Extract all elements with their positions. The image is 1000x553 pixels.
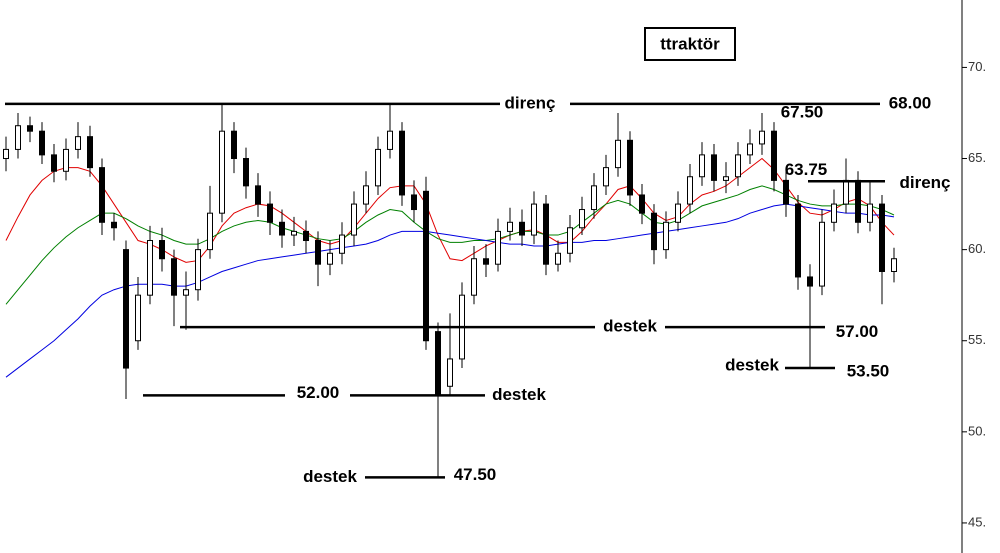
candle-body xyxy=(363,185,369,205)
candle-body xyxy=(531,203,537,236)
candle-body xyxy=(819,221,825,287)
y-tick-label: 45. xyxy=(968,514,986,529)
candle-body xyxy=(267,203,273,223)
candle-body xyxy=(135,294,141,342)
candle-body xyxy=(627,139,633,196)
candle-body xyxy=(579,209,585,229)
candle-body xyxy=(111,221,117,229)
candle-body xyxy=(543,203,549,265)
candle-body xyxy=(303,230,309,242)
candle-body xyxy=(891,258,897,272)
candle-body xyxy=(87,136,93,169)
candle-body xyxy=(183,289,189,296)
candle-body xyxy=(711,154,717,181)
candle-body xyxy=(699,154,705,178)
level-text: destek xyxy=(603,317,657,336)
level-text: destek xyxy=(303,467,357,486)
level-value: 68.00 xyxy=(889,93,932,112)
candle-body xyxy=(207,212,213,251)
candle-body xyxy=(51,154,57,172)
candle-body xyxy=(327,252,333,265)
level-text: direnç xyxy=(504,93,555,112)
candle-body xyxy=(231,130,237,160)
candle-body xyxy=(687,176,693,205)
y-tick-label: 60. xyxy=(968,241,986,256)
candle-body xyxy=(555,252,561,265)
candle-body xyxy=(771,130,777,181)
level-text: direnç xyxy=(899,173,950,192)
level-text: destek xyxy=(492,385,546,404)
candle-body xyxy=(447,358,453,387)
candle-body xyxy=(15,125,21,150)
candle-body xyxy=(63,148,69,172)
candle-body xyxy=(675,203,681,223)
candle-body xyxy=(75,136,81,150)
y-tick-label: 70. xyxy=(968,59,986,74)
level-value: 63.75 xyxy=(785,160,828,179)
candle-body xyxy=(651,212,657,251)
candle-body xyxy=(855,179,861,223)
candle-body xyxy=(243,158,249,187)
candle-body xyxy=(171,258,177,296)
level-value: 57.00 xyxy=(836,322,879,341)
candle-body xyxy=(411,194,417,211)
candle-body xyxy=(3,148,9,160)
candle-body xyxy=(435,331,441,396)
candle-body xyxy=(375,148,381,187)
candle-body xyxy=(507,221,513,232)
y-tick-label: 65. xyxy=(968,150,986,165)
candle-body xyxy=(39,130,45,156)
candle-body xyxy=(723,176,729,181)
moving-average xyxy=(5,185,895,305)
candle-body xyxy=(747,143,753,156)
candle-body xyxy=(219,130,225,214)
candle-body xyxy=(735,154,741,178)
candle-body xyxy=(351,203,357,236)
candle-body xyxy=(615,139,621,169)
candle-body xyxy=(879,203,885,272)
level-value: 52.00 xyxy=(297,383,340,402)
level-text: destek xyxy=(725,356,779,375)
candle-body xyxy=(159,240,165,260)
candle-body xyxy=(123,249,129,369)
title-box xyxy=(644,27,736,61)
candle-body xyxy=(147,240,153,296)
chart-title: ttraktör xyxy=(660,34,720,53)
candle-body xyxy=(279,221,285,236)
candle-body xyxy=(27,125,33,132)
candle-body xyxy=(867,203,873,223)
level-value: 53.50 xyxy=(847,362,890,381)
candle-body xyxy=(99,167,105,223)
candle-body xyxy=(471,258,477,296)
candle-body xyxy=(663,221,669,251)
candle-body xyxy=(843,179,849,205)
candle-body xyxy=(387,130,393,150)
candle-body xyxy=(315,240,321,265)
moving-average xyxy=(5,157,895,263)
candle-body xyxy=(291,230,297,236)
candle-body xyxy=(255,185,261,205)
candle-body xyxy=(795,203,801,278)
level-value: 67.50 xyxy=(781,102,824,121)
candle-body xyxy=(591,185,597,211)
candle-body xyxy=(399,130,405,196)
moving-average xyxy=(5,203,895,378)
candle-body xyxy=(567,227,573,254)
candle-body xyxy=(783,179,789,205)
candle-body xyxy=(339,234,345,254)
candle-body xyxy=(423,190,429,342)
candle-body xyxy=(495,230,501,265)
candle-body xyxy=(195,249,201,291)
y-tick-label: 50. xyxy=(968,423,986,438)
candle-body xyxy=(639,194,645,214)
candle-body xyxy=(603,167,609,187)
y-tick-label: 55. xyxy=(968,332,986,347)
level-value: 47.50 xyxy=(454,465,497,484)
candle-body xyxy=(807,276,813,287)
candle-body xyxy=(759,130,765,145)
candle-body xyxy=(831,203,837,223)
candle-body xyxy=(483,258,489,265)
candle-body xyxy=(519,221,525,236)
